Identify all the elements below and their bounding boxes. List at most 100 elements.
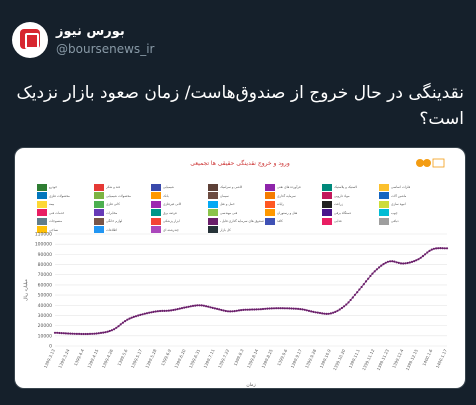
data-point xyxy=(259,308,262,311)
data-point xyxy=(314,311,317,314)
legend-item: کل بازار xyxy=(208,226,264,234)
legend-label: چوب xyxy=(391,210,398,215)
legend-item: چندرشته ای xyxy=(151,226,207,234)
legend-swatch xyxy=(265,209,275,216)
data-point xyxy=(141,313,144,316)
legend-label: دباغی xyxy=(391,219,399,223)
data-point xyxy=(71,332,74,335)
y-tick-label: 50000 xyxy=(38,293,52,299)
data-point xyxy=(441,247,444,250)
x-tick-label: 1399.3.24 xyxy=(57,348,70,369)
data-point xyxy=(428,249,431,252)
x-tick-label: 1399.5.6 xyxy=(116,348,128,367)
data-point xyxy=(351,296,354,299)
data-point xyxy=(386,260,389,263)
legend-label: سیمان xyxy=(220,193,229,198)
y-tick-label: 40000 xyxy=(38,303,52,309)
data-point xyxy=(421,255,424,258)
data-point xyxy=(82,332,85,336)
legend-label: محصولات فلزی xyxy=(49,193,70,198)
legend-swatch xyxy=(322,192,332,199)
legend-label: فلزات اساسی xyxy=(391,185,411,189)
data-point xyxy=(402,262,405,265)
data-point xyxy=(253,308,256,311)
data-point xyxy=(255,308,258,311)
data-point xyxy=(358,288,361,291)
data-point xyxy=(180,307,184,310)
legend-item: بیمه xyxy=(37,200,93,208)
data-point xyxy=(349,298,352,302)
tweet-header: بورس نیوز @boursenews_ir xyxy=(0,0,476,68)
tweet-media-chart[interactable]: ورود و خروج نقدینگی حقیقی ها تجمیعی خودر… xyxy=(14,147,466,389)
legend-item: عرضه برق xyxy=(151,209,207,217)
data-point xyxy=(323,312,326,315)
data-point xyxy=(353,293,357,296)
x-tick-label: 1399.6.20 xyxy=(173,348,186,369)
data-point xyxy=(194,304,197,307)
data-point xyxy=(404,262,407,265)
data-point xyxy=(187,305,190,308)
legend-label: فرآورده های نفتی xyxy=(277,185,301,189)
avatar[interactable] xyxy=(12,22,48,58)
data-point xyxy=(318,311,322,315)
data-point xyxy=(213,307,216,310)
data-point xyxy=(270,307,273,310)
data-point xyxy=(307,309,311,312)
data-point xyxy=(207,305,210,308)
data-point xyxy=(145,312,149,315)
legend-item: محصولات فلزی xyxy=(37,192,93,200)
legend-swatch xyxy=(265,200,275,208)
legend-item: فلزات اساسی xyxy=(379,183,435,191)
legend-label: فنی مهندسی xyxy=(220,210,238,215)
data-point xyxy=(268,307,271,310)
data-point xyxy=(244,308,247,311)
display-name[interactable]: بورس نیوز xyxy=(56,24,125,39)
legend-label: سرمایه گذاری xyxy=(277,193,296,198)
legend-label: هتل و رستوران xyxy=(277,210,298,215)
data-point xyxy=(389,260,392,263)
data-point xyxy=(216,307,219,310)
legend-swatch xyxy=(94,226,104,233)
x-tick-label: 1399.8.25 xyxy=(261,348,274,369)
data-point xyxy=(246,308,249,311)
data-point xyxy=(343,305,346,308)
data-point xyxy=(292,307,295,310)
data-point xyxy=(80,332,83,336)
legend-swatch xyxy=(151,209,161,216)
x-tick-label: 1399.8.3 xyxy=(233,348,245,367)
y-tick-label: 0 xyxy=(49,344,52,350)
data-point xyxy=(191,304,195,307)
legend-swatch xyxy=(151,183,161,191)
data-point xyxy=(84,332,87,336)
x-axis-label: زمان xyxy=(246,383,255,388)
data-point xyxy=(283,307,286,310)
x-tick-label: 1399.3.13 xyxy=(43,348,56,369)
x-tick-label: 1399.9.28 xyxy=(304,348,317,369)
data-point xyxy=(277,307,280,310)
legend-label: کاغذ xyxy=(277,219,283,223)
data-point xyxy=(189,305,192,308)
data-point xyxy=(356,291,359,294)
data-point xyxy=(185,306,188,309)
legend-label: دستگاه برقی xyxy=(334,210,352,215)
data-point xyxy=(240,309,243,312)
data-point xyxy=(408,261,411,264)
data-point xyxy=(424,253,427,256)
data-point xyxy=(139,313,142,316)
data-point xyxy=(310,310,313,313)
chart-title: ورود و خروج نقدینگی حقیقی ها تجمیعی xyxy=(190,160,290,167)
data-point xyxy=(235,309,238,312)
data-point xyxy=(329,312,332,315)
data-point xyxy=(150,311,153,314)
user-handle[interactable]: @boursenews_ir xyxy=(56,42,155,56)
legend-item: بانک xyxy=(151,192,207,200)
legend-label: نساجی xyxy=(49,227,59,232)
legend-swatch xyxy=(151,217,161,225)
data-point xyxy=(143,312,146,315)
data-point xyxy=(248,308,251,311)
legend-swatch xyxy=(37,200,47,208)
y-tick-label: 20000 xyxy=(38,323,52,329)
data-point xyxy=(196,304,199,307)
x-tick-label: 1400.1.17 xyxy=(435,348,448,369)
legend-item: صندوق های سرمایه گذاری قابل معامله xyxy=(208,217,264,225)
